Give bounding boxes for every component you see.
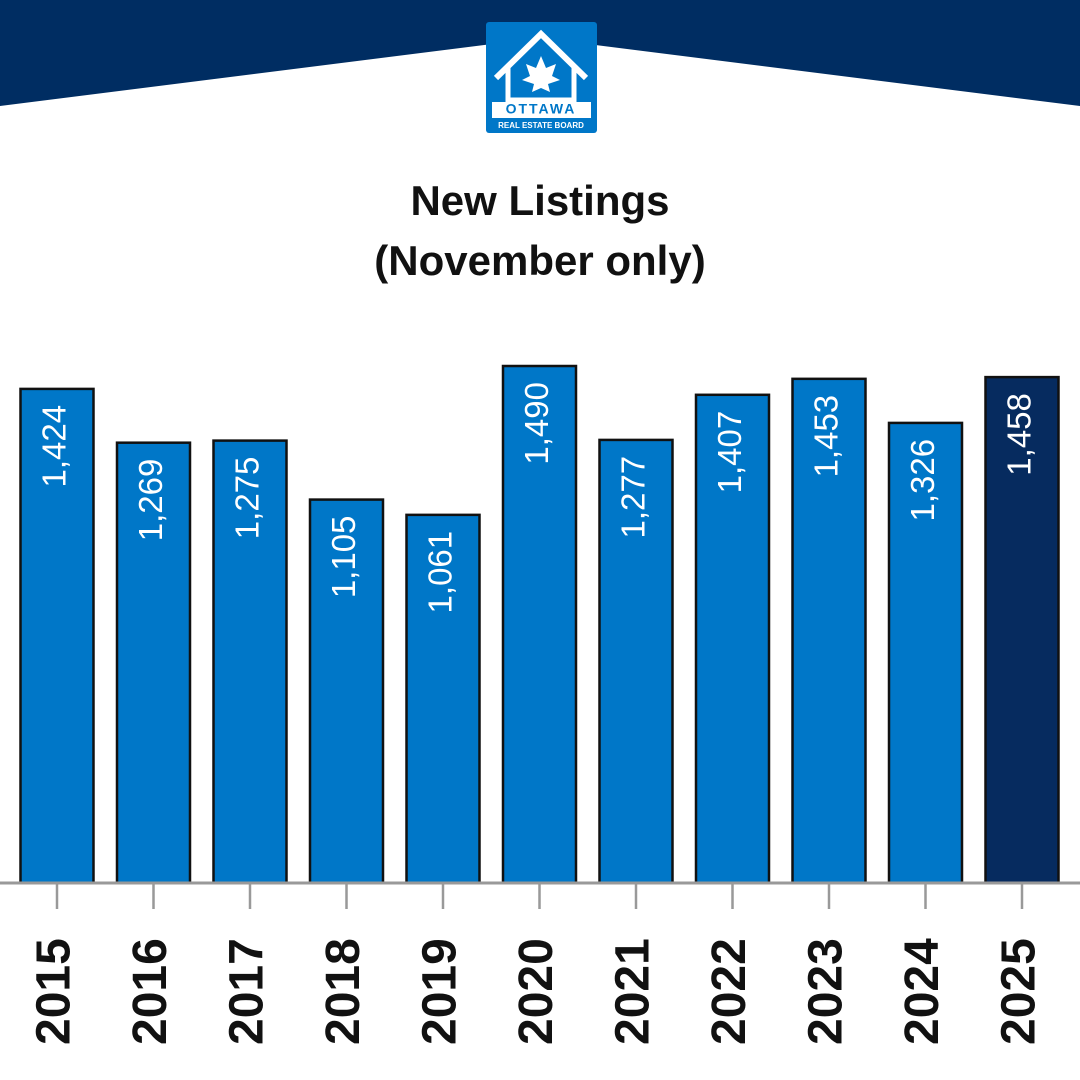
x-tick-label: 2017 bbox=[221, 938, 274, 1045]
bar bbox=[405, 513, 481, 885]
value-label: 1,061 bbox=[422, 531, 459, 614]
value-label: 1,453 bbox=[808, 395, 845, 478]
bar bbox=[19, 387, 95, 885]
x-tick-label: 2025 bbox=[993, 938, 1046, 1045]
value-label: 1,277 bbox=[615, 456, 652, 539]
x-tick-label: 2024 bbox=[896, 938, 949, 1045]
value-label: 1,105 bbox=[325, 516, 362, 599]
chart-title: New Listings bbox=[410, 177, 669, 224]
x-tick-label: 2022 bbox=[703, 938, 756, 1045]
logo-subtitle: REAL ESTATE BOARD bbox=[498, 121, 584, 130]
x-tick-label: 2023 bbox=[800, 938, 853, 1045]
x-tick-label: 2020 bbox=[510, 938, 563, 1045]
bar bbox=[694, 393, 771, 885]
x-tick-label: 2016 bbox=[124, 938, 177, 1045]
value-label: 1,490 bbox=[518, 382, 555, 465]
bar bbox=[887, 421, 964, 885]
value-label: 1,326 bbox=[904, 439, 941, 522]
logo-label-box bbox=[492, 102, 591, 118]
bar bbox=[791, 377, 867, 885]
logo-roof bbox=[493, 29, 589, 81]
value-label: 1,275 bbox=[229, 457, 266, 540]
bar bbox=[984, 375, 1060, 885]
logo-leaf bbox=[522, 56, 560, 92]
logo-name: OTTAWA bbox=[506, 101, 577, 117]
value-label: 1,407 bbox=[711, 411, 748, 494]
bar bbox=[598, 438, 674, 885]
header-band bbox=[0, 0, 1080, 106]
value-label: 1,424 bbox=[36, 405, 73, 488]
x-tick-label: 2018 bbox=[317, 938, 370, 1045]
x-tick-label: 2021 bbox=[607, 938, 660, 1045]
chart-subtitle: (November only) bbox=[374, 237, 705, 284]
value-label: 1,269 bbox=[132, 459, 169, 542]
x-tick-label: 2015 bbox=[28, 938, 81, 1045]
value-label: 1,458 bbox=[1001, 393, 1038, 476]
x-tick-label: 2019 bbox=[414, 938, 467, 1045]
logo-house bbox=[505, 68, 577, 103]
bar bbox=[115, 441, 192, 885]
